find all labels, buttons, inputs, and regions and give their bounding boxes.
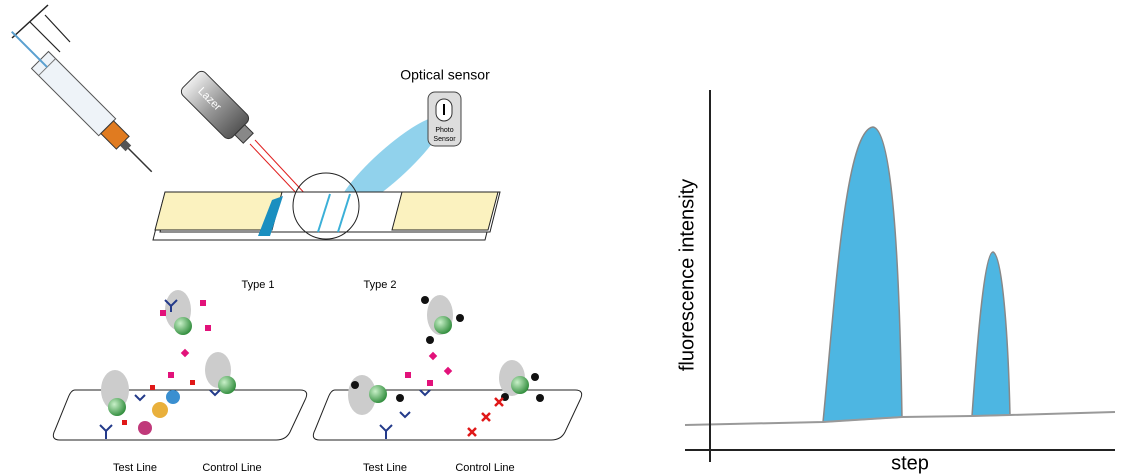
syringe [11, 4, 153, 173]
line-label: Control Line [455, 462, 514, 474]
panel-1: Type 1 Test Line Control Line [52, 279, 308, 474]
panel-title: Type 2 [363, 279, 396, 291]
graph: fluorescence intensity step [676, 90, 1116, 474]
line-label: Control Line [202, 462, 261, 474]
sensor-label: Sensor [433, 136, 456, 143]
line-label: Test Line [113, 462, 157, 474]
beam [336, 116, 444, 214]
panel-title: Type 1 [241, 279, 274, 291]
line-label: Test Line [363, 462, 407, 474]
x-axis-label: step [891, 452, 929, 474]
sensor-title: Optical sensor [400, 67, 490, 83]
sensor-label: Photo [435, 127, 453, 134]
strip [152, 172, 501, 241]
y-axis-label: fluorescence intensity [676, 179, 698, 371]
photo-sensor: Photo Sensor [427, 91, 462, 147]
laser: Lazer [180, 70, 323, 215]
panel-2: Type 2 Test Line Control Line [312, 279, 583, 474]
